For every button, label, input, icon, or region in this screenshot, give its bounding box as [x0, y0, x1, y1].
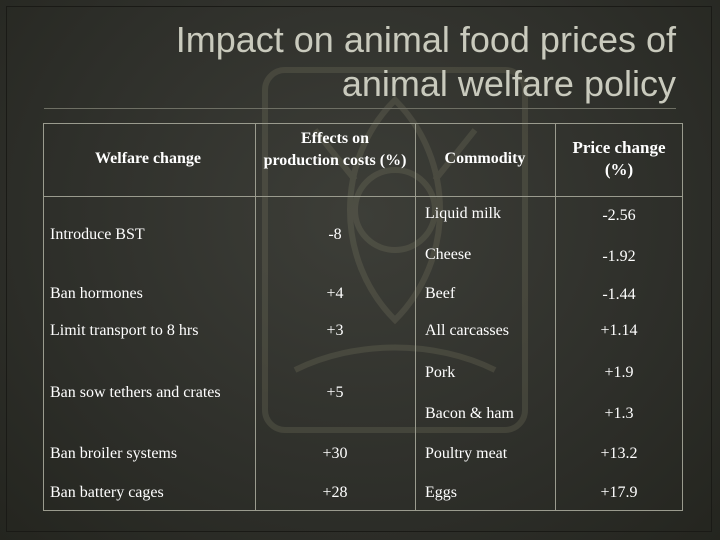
- commodity-cell: Beef: [425, 285, 456, 302]
- price-change-cell: +17.9: [600, 484, 638, 501]
- welfare-change-cell: Ban battery cages: [50, 484, 164, 501]
- emblem-watermark: [262, 67, 528, 433]
- welfare-change-cell: Ban sow tethers and crates: [50, 384, 221, 401]
- effect-cell: +3: [326, 322, 344, 339]
- effect-cell: -8: [328, 226, 342, 243]
- column-divider: [555, 123, 556, 511]
- table-frame: [43, 123, 683, 511]
- header-commodity: Commodity: [444, 150, 526, 167]
- price-change-cell: -1.44: [602, 286, 636, 303]
- effect-cell: +30: [322, 445, 348, 462]
- price-change-cell: +13.2: [600, 445, 638, 462]
- column-divider: [255, 123, 256, 511]
- commodity-cell: Cheese: [425, 246, 472, 263]
- commodity-cell: Poultry meat: [425, 445, 508, 462]
- commodity-cell: Pork: [425, 364, 456, 381]
- effect-cell: +4: [326, 285, 344, 302]
- header-price-change: Price change (%): [572, 138, 666, 179]
- commodity-cell: Eggs: [425, 484, 457, 501]
- commodity-cell: All carcasses: [425, 322, 509, 339]
- price-change-cell: +1.14: [600, 322, 638, 339]
- price-change-cell: +1.9: [604, 364, 634, 381]
- title-line-1: Impact on animal food prices of: [175, 19, 676, 60]
- commodity-cell: Liquid milk: [425, 205, 501, 222]
- welfare-change-cell: Introduce BST: [50, 226, 145, 243]
- title-line-2: animal welfare policy: [341, 63, 676, 104]
- price-change-cell: -2.56: [602, 207, 636, 224]
- welfare-change-cell: Ban broiler systems: [50, 445, 178, 462]
- effect-cell: +5: [326, 384, 344, 401]
- price-change-cell: -1.92: [602, 248, 636, 265]
- header-welfare-change: Welfare change: [95, 150, 201, 167]
- price-change-cell: +1.3: [604, 405, 634, 422]
- welfare-change-cell: Ban hormones: [50, 285, 143, 302]
- slide-title: Impact on animal food prices of animal w…: [76, 18, 676, 106]
- effect-cell: +28: [322, 484, 348, 501]
- title-divider: [44, 108, 676, 109]
- welfare-change-cell: Limit transport to 8 hrs: [50, 322, 199, 339]
- header-effects: Effects on production costs (%): [263, 130, 407, 169]
- header-divider: [43, 196, 683, 197]
- commodity-cell: Bacon & ham: [425, 405, 514, 422]
- column-divider: [415, 123, 416, 511]
- slide-frame: [6, 6, 712, 532]
